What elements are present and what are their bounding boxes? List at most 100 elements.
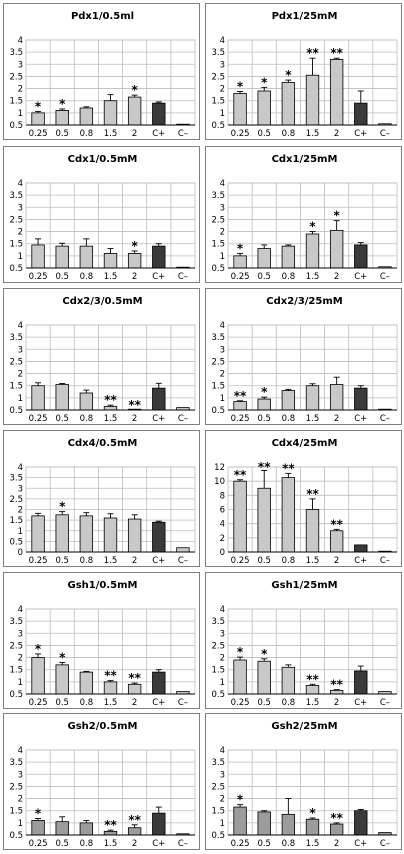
x-tick-label: C+ xyxy=(354,556,367,566)
bar xyxy=(257,248,271,269)
y-tick-label: 2 xyxy=(18,795,23,805)
x-tick-label: 0.25 xyxy=(231,556,250,566)
x-tick-label: 2 xyxy=(334,839,339,849)
bar xyxy=(281,477,296,553)
y-tick-label: 4 xyxy=(220,321,225,331)
x-tick-label: 0.25 xyxy=(29,698,48,708)
y-tick-label: 2.5 xyxy=(9,72,23,82)
x-tick-label: 1.5 xyxy=(104,414,118,424)
bar xyxy=(233,659,247,695)
y-tick-label: 1 xyxy=(18,819,23,829)
y-tick-label: 3 xyxy=(18,484,23,494)
bar xyxy=(79,107,94,126)
y-tick-label: 2.5 xyxy=(9,357,23,367)
bar xyxy=(31,515,45,553)
bar xyxy=(103,681,118,695)
bar xyxy=(305,233,320,269)
bar xyxy=(329,530,344,553)
x-tick-label: C+ xyxy=(152,129,165,139)
y-tick-label: 0 xyxy=(220,548,225,558)
x-tick-label: 2 xyxy=(132,129,137,139)
bar xyxy=(55,245,69,269)
significance-marker: * xyxy=(59,500,66,514)
chart-panel: Cdx4/25mM 0 2 4 6 8 10 12 0.25 ** 0.5 ** 0.8 ** 1.5 ** 2… xyxy=(205,430,402,567)
y-tick-label: 3 xyxy=(220,203,225,213)
bar xyxy=(257,487,271,553)
x-tick-label: C– xyxy=(380,129,390,139)
y-tick-label: 4 xyxy=(220,36,225,46)
x-tick-label: C– xyxy=(380,698,390,708)
bar xyxy=(281,82,296,126)
bar xyxy=(152,521,166,553)
chart-title: Gsh1/0.5mM xyxy=(68,580,138,591)
bar xyxy=(31,657,45,695)
x-tick-label: 1.5 xyxy=(104,698,118,708)
x-tick-label: 0.5 xyxy=(257,414,271,424)
y-tick-label: 3.5 xyxy=(211,48,225,58)
chart-title: Cdx2/3/25mM xyxy=(266,296,343,307)
bar xyxy=(31,112,45,126)
significance-marker: ** xyxy=(128,398,141,412)
y-tick-label: 0.5 xyxy=(9,537,23,547)
chart-panel: Cdx1/25mM 0.5 1 1.5 2 2.5 3 3.5 4 0.25 * 0.5 0.8 1.5 *… xyxy=(205,146,402,283)
significance-marker: * xyxy=(261,385,268,399)
bar xyxy=(152,812,166,836)
x-tick-label: 0.25 xyxy=(231,129,250,139)
significance-marker: ** xyxy=(282,461,295,475)
bar-chart: Gsh2/0.5mM 0.5 1 1.5 2 2.5 3 3.5 4 0.25 * 0.5 0.8 1.5… xyxy=(9,721,196,849)
chart-panel: Cdx2/3/0.5mM 0.5 1 1.5 2 2.5 3 3.5 4 0.25 0.5 0.8 1.… xyxy=(3,288,200,425)
bar xyxy=(305,818,320,836)
y-tick-label: 0.5 xyxy=(211,121,225,131)
significance-marker: * xyxy=(309,220,316,234)
x-tick-label: 2 xyxy=(132,698,137,708)
y-tick-label: 1 xyxy=(18,394,23,404)
bar xyxy=(103,253,118,269)
chart-title: Pdx1/0.5ml xyxy=(71,11,134,22)
significance-marker: * xyxy=(35,642,42,656)
y-tick-label: 3 xyxy=(220,345,225,355)
significance-marker: ** xyxy=(306,487,319,501)
y-tick-label: 1 xyxy=(18,678,23,688)
y-tick-label: 2.5 xyxy=(211,782,225,792)
y-tick-label: 2.5 xyxy=(9,215,23,225)
bar-chart: Cdx4/25mM 0 2 4 6 8 10 12 0.25 ** 0.5 ** 0.8 ** 1.5 ** 2… xyxy=(214,438,398,566)
y-tick-label: 3.5 xyxy=(9,333,23,343)
y-tick-label: 2.5 xyxy=(211,357,225,367)
y-tick-label: 0.5 xyxy=(9,406,23,416)
bar xyxy=(305,385,320,411)
x-tick-label: C– xyxy=(178,129,188,139)
y-tick-label: 3 xyxy=(18,629,23,639)
bar xyxy=(305,74,320,126)
y-tick-label: 1 xyxy=(18,252,23,262)
y-tick-label: 3 xyxy=(220,629,225,639)
x-tick-label: 2 xyxy=(334,698,339,708)
x-tick-label: 2 xyxy=(132,272,137,282)
y-tick-label: 2 xyxy=(18,506,23,516)
bar xyxy=(281,813,296,836)
x-tick-label: C– xyxy=(178,839,188,849)
y-tick-label: 3 xyxy=(220,770,225,780)
significance-marker: * xyxy=(334,209,341,223)
significance-marker: ** xyxy=(234,468,247,482)
y-tick-label: 2.5 xyxy=(211,72,225,82)
bar-chart: Gsh1/25mM 0.5 1 1.5 2 2.5 3 3.5 4 0.25 * 0.5 * 0.8 1.5… xyxy=(211,580,398,708)
y-tick-label: 3 xyxy=(18,345,23,355)
y-tick-label: 3.5 xyxy=(9,758,23,768)
y-tick-label: 0.5 xyxy=(211,831,225,841)
y-tick-label: 3 xyxy=(18,770,23,780)
bar xyxy=(354,810,368,836)
bar xyxy=(257,398,271,411)
bar xyxy=(127,827,142,836)
bar xyxy=(31,820,45,836)
bar xyxy=(305,685,320,695)
y-tick-label: 2 xyxy=(18,654,23,664)
significance-marker: ** xyxy=(330,678,343,692)
x-tick-label: C– xyxy=(178,556,188,566)
x-tick-label: C+ xyxy=(152,272,165,282)
chart-title: Cdx2/3/0.5mM xyxy=(62,296,142,307)
y-tick-label: 10 xyxy=(214,477,225,487)
x-tick-label: C+ xyxy=(354,839,367,849)
x-tick-label: 0.25 xyxy=(231,414,250,424)
significance-marker: * xyxy=(132,83,139,97)
